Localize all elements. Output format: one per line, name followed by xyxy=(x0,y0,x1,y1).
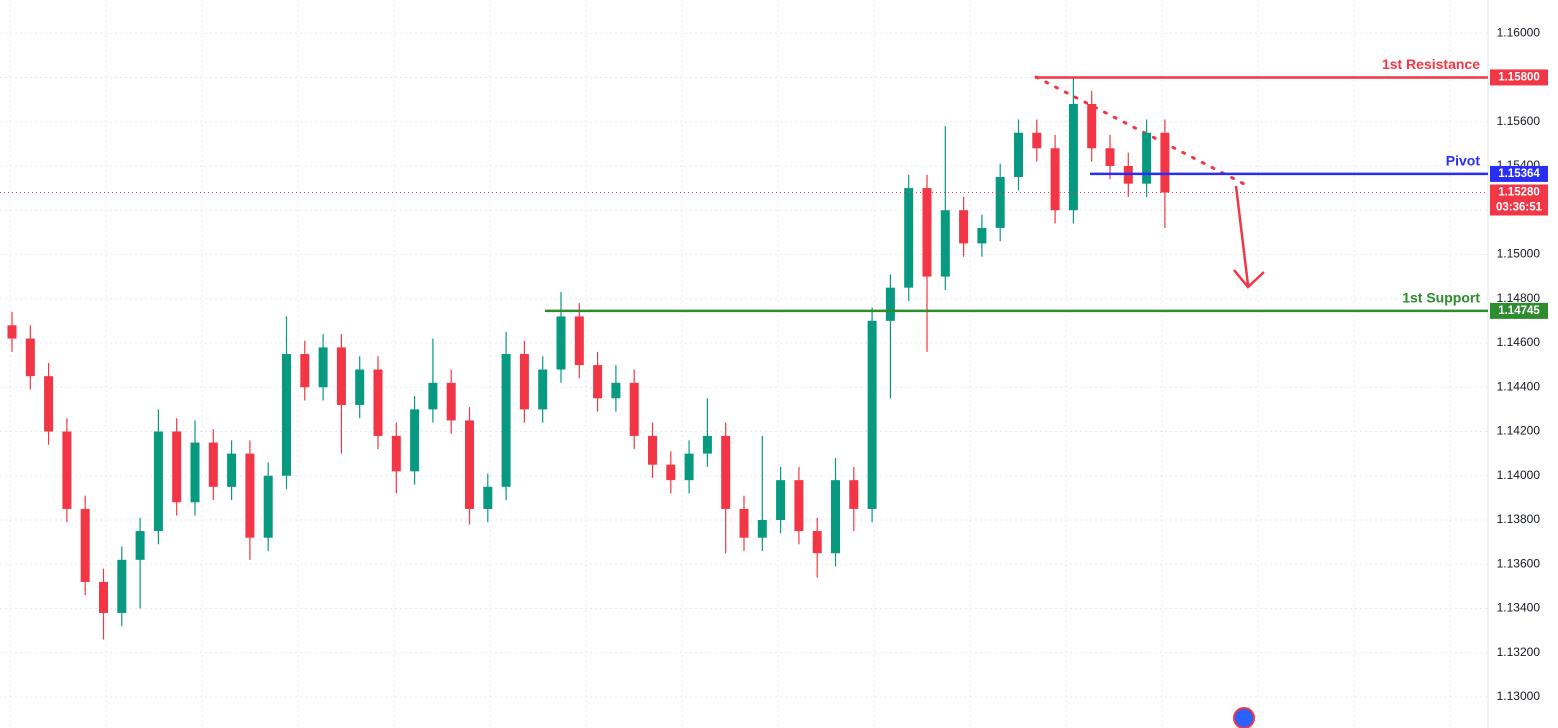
candle-body xyxy=(959,210,969,244)
y-tick-label: 1.14600 xyxy=(1497,335,1541,349)
y-tick-label: 1.14000 xyxy=(1497,468,1541,482)
candle-body xyxy=(1142,132,1152,184)
candle-body xyxy=(62,431,72,509)
candle-body xyxy=(446,382,456,421)
y-tick-label: 1.13000 xyxy=(1497,689,1541,703)
candle-body xyxy=(1087,104,1097,149)
candle-body xyxy=(25,338,35,377)
candle-body xyxy=(245,453,255,538)
candle-body xyxy=(336,347,346,405)
candle-body xyxy=(739,508,749,538)
candle-body xyxy=(867,320,877,509)
candle-body xyxy=(702,435,712,454)
candle-body xyxy=(977,227,987,244)
y-tick-label: 1.13200 xyxy=(1497,645,1541,659)
y-tick-label: 1.14400 xyxy=(1497,379,1541,393)
candle-body xyxy=(922,188,932,277)
level-badge xyxy=(1490,302,1548,319)
candle-body xyxy=(410,409,420,472)
candle-body xyxy=(574,316,584,366)
y-tick-label: 1.14200 xyxy=(1497,424,1541,438)
y-tick-label: 1.16000 xyxy=(1497,25,1541,39)
candle-body xyxy=(263,475,273,538)
candle-body xyxy=(1160,132,1170,193)
candle-body xyxy=(794,480,804,532)
candle-body xyxy=(556,316,566,370)
forecast-arrow xyxy=(1233,185,1265,289)
candle-body xyxy=(355,369,365,405)
level-value-label: 1.15800 xyxy=(1498,71,1540,83)
candle-body xyxy=(831,480,840,554)
trend-line xyxy=(1034,75,1252,189)
current-price-badge xyxy=(1490,184,1548,216)
candle-body xyxy=(757,520,767,538)
level-badge xyxy=(1490,165,1548,182)
current-price-label: 1.15280 xyxy=(1498,187,1540,199)
candle-body xyxy=(1105,148,1115,166)
candle-body xyxy=(483,486,493,509)
level-name: 1st Support xyxy=(1402,290,1480,306)
candle-body xyxy=(465,420,474,509)
candle-body xyxy=(940,210,950,277)
candle-body xyxy=(208,442,218,487)
y-tick-label: 1.15600 xyxy=(1497,114,1541,128)
candle-body xyxy=(812,531,822,554)
candle-body xyxy=(44,376,54,432)
event-icon xyxy=(1233,707,1255,728)
y-tick-label: 1.14800 xyxy=(1497,291,1541,305)
level-badge xyxy=(1490,69,1548,86)
candle-body xyxy=(80,508,90,582)
candle-body xyxy=(904,188,914,288)
y-tick-label: 1.13800 xyxy=(1497,512,1541,526)
candle-body xyxy=(428,382,438,410)
candle-body xyxy=(391,435,401,472)
level-value-label: 1.14745 xyxy=(1498,305,1540,317)
candle-body xyxy=(117,559,127,613)
candle-body xyxy=(501,354,511,487)
candle-body xyxy=(721,435,731,509)
level-name: Pivot xyxy=(1446,153,1481,169)
y-tick-label: 1.15000 xyxy=(1497,247,1541,261)
candle-body xyxy=(629,382,639,436)
countdown: 03:36:51 xyxy=(1496,202,1543,214)
candle-body xyxy=(99,581,108,613)
candle-body xyxy=(282,354,291,476)
candle-body xyxy=(227,453,237,487)
candle-body xyxy=(172,431,182,503)
candle-body xyxy=(538,369,548,410)
candle-body xyxy=(318,347,328,388)
level-value-label: 1.15364 xyxy=(1498,168,1540,180)
candle-body xyxy=(1032,132,1042,149)
candle-body xyxy=(153,431,163,532)
candle-body xyxy=(1050,148,1060,211)
candle-body xyxy=(190,442,200,503)
candle-body xyxy=(611,382,621,399)
candle-body xyxy=(1014,132,1023,178)
candle-body xyxy=(648,435,657,465)
level-name: 1st Resistance xyxy=(1382,56,1480,72)
candle-body xyxy=(666,464,676,481)
candle-body xyxy=(135,531,145,560)
candle-body xyxy=(885,287,895,321)
candle-body xyxy=(995,177,1005,228)
candle-body xyxy=(300,354,310,388)
candle-body xyxy=(593,365,603,399)
candle-body xyxy=(684,453,694,481)
candle-body xyxy=(776,480,786,520)
candle-body xyxy=(1068,104,1078,211)
y-tick-label: 1.13400 xyxy=(1497,601,1541,615)
candle-body xyxy=(373,369,383,436)
candle-body xyxy=(519,354,529,410)
candle-body xyxy=(849,480,859,509)
y-tick-label: 1.13600 xyxy=(1497,556,1541,570)
candle-body xyxy=(7,325,17,339)
